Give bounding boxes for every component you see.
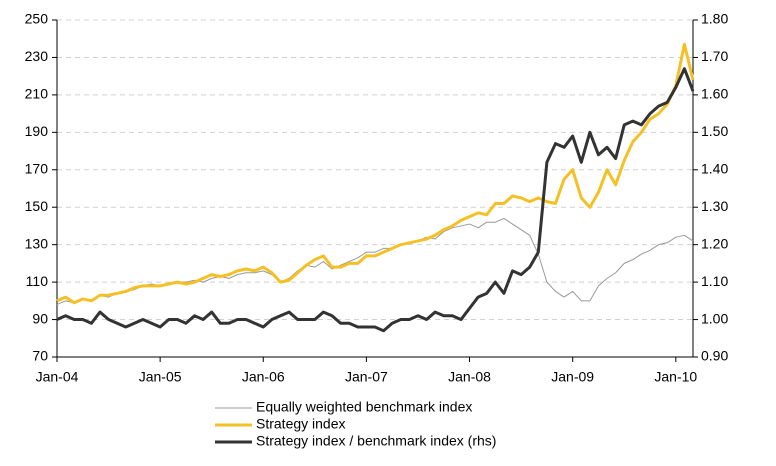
y2-tick-label: 1.10 xyxy=(701,273,728,289)
legend-label: Strategy index / benchmark index (rhs) xyxy=(256,433,496,449)
y-tick-label: 210 xyxy=(25,86,49,102)
y2-tick-label: 1.00 xyxy=(701,310,728,326)
legend-label: Equally weighted benchmark index xyxy=(256,399,472,415)
y-tick-label: 250 xyxy=(25,11,49,27)
x-tick-label: Jan-07 xyxy=(345,369,388,385)
x-tick-label: Jan-05 xyxy=(139,369,182,385)
y-tick-label: 90 xyxy=(32,310,48,326)
y-tick-label: 150 xyxy=(25,198,49,214)
y2-tick-label: 1.40 xyxy=(701,160,728,176)
series-line xyxy=(56,67,695,333)
y2-tick-label: 1.60 xyxy=(701,86,728,102)
y-tick-label: 230 xyxy=(25,48,49,64)
y-tick-label: 110 xyxy=(26,273,49,289)
y2-tick-label: 0.90 xyxy=(701,348,728,364)
series-line xyxy=(56,217,694,306)
x-tick-label: Jan-06 xyxy=(242,369,285,385)
series-line xyxy=(56,42,695,305)
y-tick-label: 130 xyxy=(25,235,49,251)
y-tick-label: 170 xyxy=(25,160,49,176)
x-tick-label: Jan-04 xyxy=(36,369,79,385)
y-tick-label: 190 xyxy=(25,123,49,139)
y2-tick-label: 1.70 xyxy=(701,48,728,64)
x-tick-label: Jan-09 xyxy=(551,369,594,385)
y-tick-label: 70 xyxy=(32,348,48,364)
y2-tick-label: 1.30 xyxy=(701,198,728,214)
x-tick-label: Jan-08 xyxy=(448,369,491,385)
y2-tick-label: 1.80 xyxy=(701,11,728,27)
x-tick-label: Jan-10 xyxy=(654,369,697,385)
y2-tick-label: 1.20 xyxy=(701,235,728,251)
legend-label: Strategy index xyxy=(256,416,346,432)
y2-tick-label: 1.50 xyxy=(701,123,728,139)
